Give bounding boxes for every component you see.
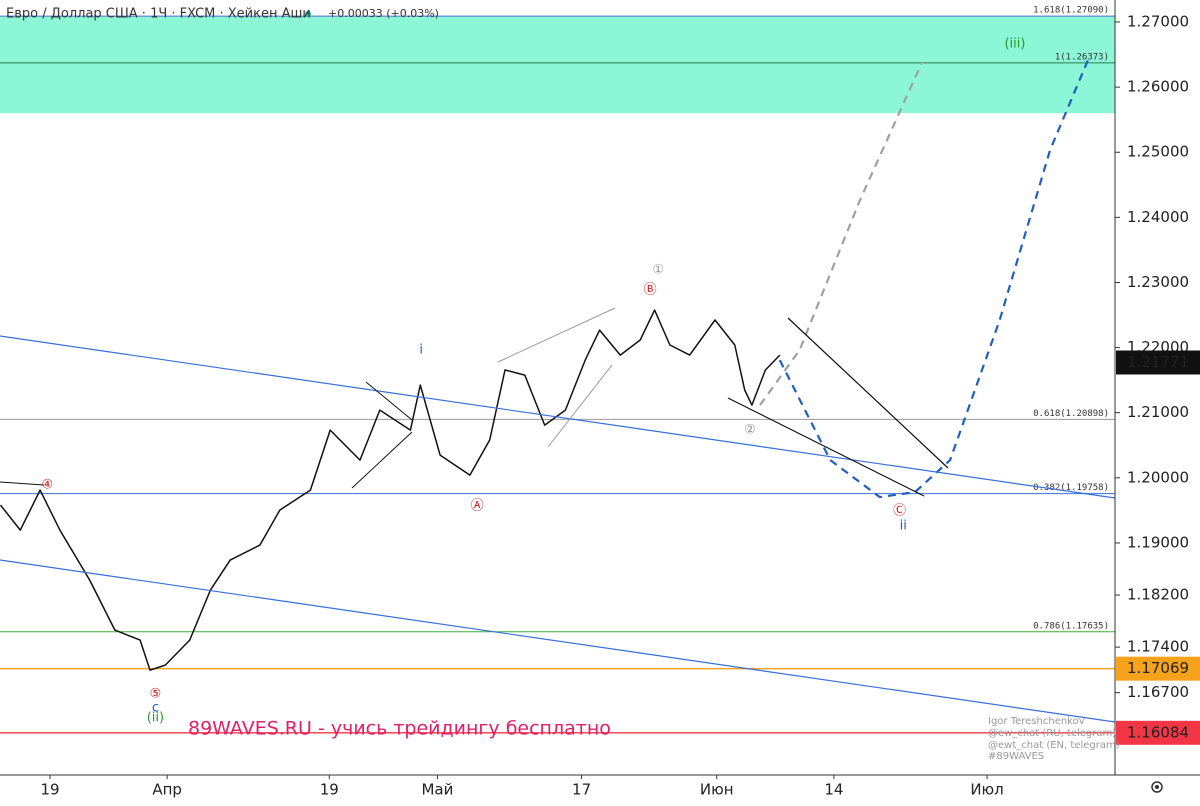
credit: @ewt_chat (EN, telegram) xyxy=(988,740,1120,751)
level-label: 1.618(1.27090) xyxy=(1033,6,1109,16)
price-badge-label: 1.16084 xyxy=(1127,723,1189,741)
x-tick-label: 19 xyxy=(320,781,339,799)
wave-label: (ii) xyxy=(147,711,164,726)
wave-label: i xyxy=(419,343,423,358)
y-tick-label: 1.27000 xyxy=(1127,13,1189,31)
change: +0.00033 (+0.03%) xyxy=(328,7,439,20)
price-badge xyxy=(1116,656,1200,681)
x-tick-label: Апр xyxy=(152,781,182,799)
wedge-line xyxy=(0,481,45,486)
channel-line xyxy=(0,559,1116,723)
wave-label: Ⓐ xyxy=(471,499,484,514)
price-badge-label: 1.21771 xyxy=(1127,353,1189,371)
target-zone xyxy=(0,16,1115,114)
y-tick-label: 1.23000 xyxy=(1127,273,1189,291)
wave-label: Ⓒ xyxy=(893,504,906,519)
y-tick-label: 1.17400 xyxy=(1127,638,1189,656)
x-tick-label: 14 xyxy=(824,781,843,799)
price-badge xyxy=(1116,350,1200,375)
x-tick-label: Июл xyxy=(970,781,1003,799)
wedge-line xyxy=(547,364,613,448)
x-tick-label: 17 xyxy=(572,781,591,799)
wave-label: ⑤ xyxy=(150,687,162,702)
credit: Igor Tereshchenkov xyxy=(988,716,1085,727)
y-tick-label: 1.24000 xyxy=(1127,208,1189,226)
chart-title: Евро / Доллар США · 1Ч · FXCM · Хейкен А… xyxy=(6,7,311,22)
wave-label: (iii) xyxy=(1004,37,1025,52)
credit: @ew_chat (RU, telegram) xyxy=(988,728,1116,739)
level-label: 0.382(1.19758) xyxy=(1033,483,1109,493)
plot-area: 1.618(1.27090) 1(1.26373) 0.618(1.20898) 0.… xyxy=(0,6,1115,734)
wedge-line xyxy=(727,397,925,497)
wave-label: ② xyxy=(744,423,756,438)
level-label: 0.786(1.17635) xyxy=(1033,621,1109,631)
x-tick-label: Май xyxy=(421,781,453,799)
price-badge-label: 1.17069 xyxy=(1127,659,1189,677)
y-tick-label: 1.20000 xyxy=(1127,468,1189,486)
price-line-series xyxy=(0,309,781,671)
watermark: 89WAVES.RU - учись трейдингу бесплатно xyxy=(188,718,611,740)
trendlines xyxy=(0,307,1116,723)
status-dot xyxy=(305,11,311,17)
wave-label: c xyxy=(152,701,159,716)
level-label: 0.618(1.20898) xyxy=(1033,409,1109,419)
wave-label: ① xyxy=(652,263,664,278)
channel-line xyxy=(0,335,1116,499)
settings-icon[interactable] xyxy=(1151,781,1163,793)
y-tick-label: 1.19000 xyxy=(1127,533,1189,551)
wave-label: Ⓑ xyxy=(644,283,657,298)
wave-label: ④ xyxy=(41,478,53,493)
wedge-line xyxy=(365,381,413,421)
y-tick-label: 1.16700 xyxy=(1127,683,1189,701)
y-tick-label: 1.26000 xyxy=(1127,78,1189,96)
credit: #89WAVES xyxy=(988,751,1044,762)
wedge-line xyxy=(497,307,616,363)
y-tick-label: 1.21000 xyxy=(1127,403,1189,421)
y-tick-label: 1.18200 xyxy=(1127,586,1189,604)
level-label: 1(1.26373) xyxy=(1055,52,1109,62)
wave-label: ii xyxy=(900,519,907,534)
axes: 1.270001.260001.250001.240001.230001.220… xyxy=(40,13,1200,799)
projection xyxy=(778,59,1090,499)
wedge-line xyxy=(351,431,413,489)
x-tick-label: Июн xyxy=(700,781,734,799)
projection xyxy=(759,61,924,406)
y-tick-label: 1.25000 xyxy=(1127,143,1189,161)
wedge-line xyxy=(787,317,949,469)
price-badge xyxy=(1116,720,1200,745)
x-tick-label: 19 xyxy=(40,781,59,799)
